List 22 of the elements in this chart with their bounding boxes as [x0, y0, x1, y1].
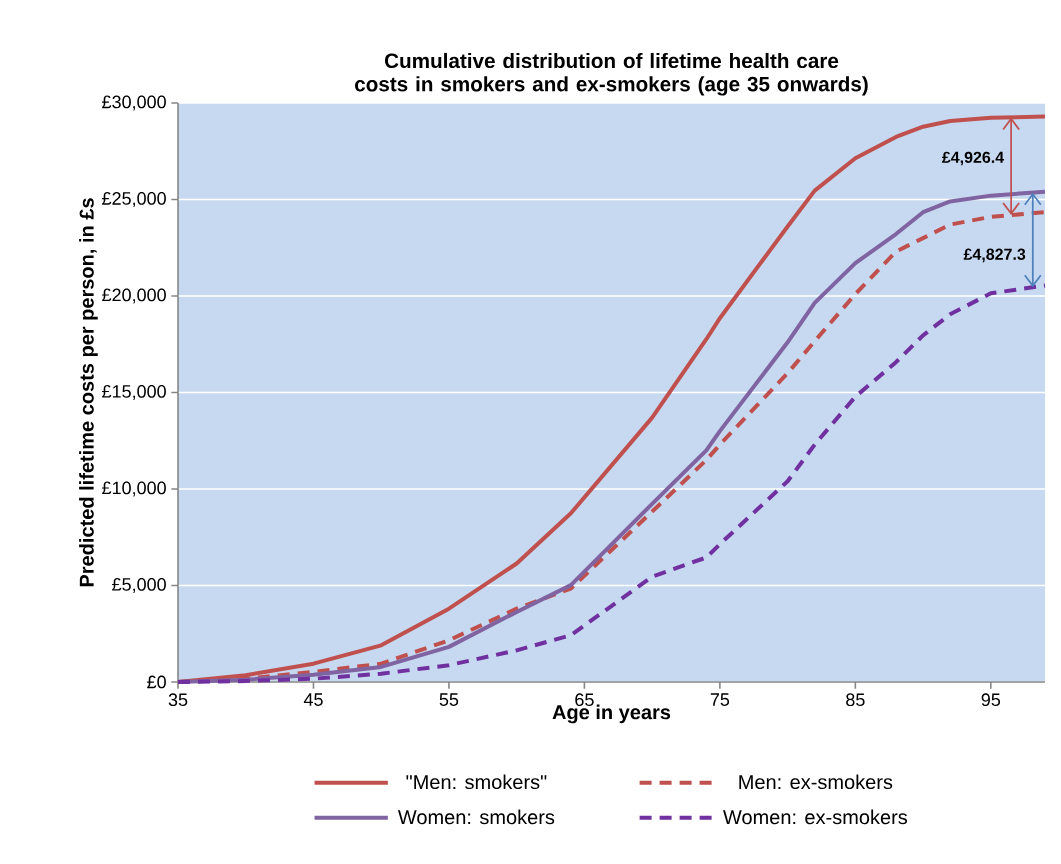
x-tick-label: 45: [303, 693, 323, 706]
y-tick-label: £5,000: [112, 578, 166, 593]
x-tick-label: 85: [846, 693, 865, 707]
legend-label: Women: smokers: [397, 809, 555, 825]
legend-label: Men: ex-smokers: [739, 774, 893, 790]
x-tick-label: 35: [168, 693, 188, 707]
x-tick-label: 55: [439, 693, 459, 706]
x-tick-label: 95: [981, 693, 1001, 707]
legend-label: Women: ex-smokers: [723, 809, 908, 825]
x-tick-label: 75: [710, 693, 730, 706]
y-tick-label: £30,000: [102, 95, 166, 111]
x-tick-label: 65: [575, 693, 594, 707]
chart-title: Cumulative distribution of lifetime health care costs in smokers and ex-smokers (age 35 onwards): [355, 52, 868, 96]
y-axis-title: Predicted lifetime costs per person, in £s: [79, 198, 98, 587]
y-tick-label: £10,000: [102, 481, 166, 497]
y-tick-label: £15,000: [102, 385, 166, 400]
y-tick-label: £20,000: [102, 288, 166, 304]
annotation: £4,926.4: [942, 151, 1005, 166]
y-tick-label: £0: [147, 675, 166, 689]
annotation: £4,827.3: [963, 248, 1026, 263]
y-tick-label: £25,000: [102, 192, 166, 207]
legend-label: "Men: smokers": [406, 774, 547, 790]
